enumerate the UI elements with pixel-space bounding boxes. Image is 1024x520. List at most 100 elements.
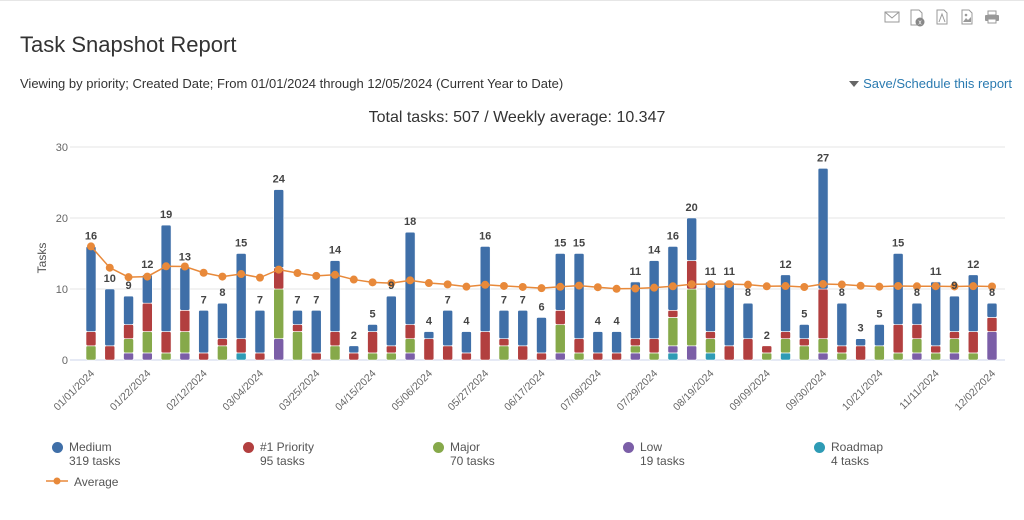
bar-segment-major <box>705 338 716 354</box>
bar-segment-major <box>217 345 228 361</box>
bar-segment-low <box>686 345 697 361</box>
excel-icon[interactable]: x <box>909 9 925 27</box>
bar-segment--1-priority <box>836 345 848 354</box>
legend-swatch <box>814 442 825 453</box>
bar-segment-medium <box>836 302 848 347</box>
bar-segment-roadmap <box>667 352 679 361</box>
legend-medium[interactable]: Medium 319 tasks <box>52 440 120 468</box>
stacked-bar-chart: Total tasks: 507 / Weekly average: 10.34… <box>35 109 1005 414</box>
top-divider <box>0 0 1024 1</box>
x-tick-label: 03/25/2024 <box>277 368 323 414</box>
average-point <box>406 276 415 285</box>
bar-segment--1-priority <box>761 345 773 354</box>
legend-average[interactable]: Average <box>46 475 118 489</box>
bar-total-label: 16 <box>667 230 679 242</box>
legend-count: 319 tasks <box>69 454 121 468</box>
bar-total-label: 8 <box>219 287 225 299</box>
bar-segment-major <box>817 338 829 354</box>
legend-priority[interactable]: #1 Priority 95 tasks <box>243 440 314 468</box>
average-point <box>312 271 321 280</box>
image-icon[interactable] <box>959 9 975 25</box>
legend-swatch <box>243 442 254 453</box>
filter-icon <box>849 80 860 87</box>
bar-segment-roadmap <box>235 352 247 361</box>
bar-segment--1-priority <box>160 331 172 354</box>
bar-total-label: 15 <box>235 238 247 250</box>
bar-segment-major <box>667 317 679 347</box>
legend-label: Low <box>640 440 663 454</box>
bar-segment-medium <box>798 324 810 339</box>
average-point <box>575 281 584 290</box>
bar-total-label: 4 <box>595 316 602 328</box>
x-tick-label: 03/04/2024 <box>220 368 266 414</box>
legend-roadmap[interactable]: Roadmap 4 tasks <box>814 440 883 468</box>
bar-segment--1-priority <box>235 338 247 354</box>
bar-segment-low <box>630 352 641 361</box>
bar-segment-major <box>292 331 303 361</box>
print-icon[interactable] <box>984 9 1000 25</box>
bar-segment-major <box>686 288 697 347</box>
bar-total-label: 7 <box>201 294 207 306</box>
x-tick-label: 09/30/2024 <box>784 368 830 414</box>
average-point <box>856 281 865 290</box>
bar-segment-low <box>404 352 416 361</box>
bar-segment-low <box>817 352 829 361</box>
bar-segment-roadmap <box>705 352 716 361</box>
average-point <box>443 280 452 289</box>
bar-segment--1-priority <box>254 352 266 361</box>
bar-segment-medium <box>986 302 998 318</box>
bar-total-label: 15 <box>892 238 904 250</box>
bar-segment-medium <box>479 246 491 332</box>
bar-segment--1-priority <box>442 345 453 361</box>
chart-title: Total tasks: 507 / Weekly average: 10.34… <box>369 109 666 126</box>
bar-total-label: 9 <box>951 280 957 292</box>
bar-segment--1-priority <box>705 331 716 340</box>
x-tick-label: 12/02/2024 <box>952 368 998 414</box>
average-point <box>931 282 940 291</box>
average-point <box>218 272 227 281</box>
bar-segment-medium <box>235 253 247 339</box>
average-point <box>875 282 884 291</box>
bar-segment--1-priority <box>611 352 622 361</box>
bar-segment-low <box>911 352 923 361</box>
save-schedule-link[interactable]: Save/Schedule this report <box>849 76 1012 91</box>
bar-total-label: 12 <box>141 259 153 271</box>
bar-segment-major <box>404 338 416 354</box>
average-point <box>162 262 171 271</box>
bar-segment-medium <box>611 331 622 354</box>
mail-icon[interactable] <box>884 9 900 25</box>
bar-total-label: 12 <box>779 259 791 271</box>
bar-total-label: 8 <box>914 287 920 299</box>
bar-total-label: 15 <box>554 238 566 250</box>
bar-segment-medium <box>855 338 866 347</box>
bar-total-label: 27 <box>817 152 829 164</box>
bar-total-label: 15 <box>573 238 585 250</box>
bar-segment-medium <box>517 310 529 347</box>
bar-total-label: 7 <box>257 294 263 306</box>
average-point <box>668 282 677 291</box>
bar-segment-major <box>573 352 585 361</box>
report-filter-summary: Viewing by priority; Created Date; From … <box>20 76 564 91</box>
bar-segment-roadmap <box>780 352 791 361</box>
pdf-icon[interactable] <box>934 9 950 25</box>
bar-segment-medium <box>85 246 97 332</box>
x-tick-label: 10/21/2024 <box>840 368 886 414</box>
legend-major[interactable]: Major 70 tasks <box>433 440 495 468</box>
average-point <box>499 281 508 290</box>
legend-low[interactable]: Low 19 tasks <box>623 440 685 468</box>
bar-segment-major <box>123 338 134 354</box>
average-point <box>706 280 715 289</box>
bar-segment-major <box>911 338 923 354</box>
svg-text:x: x <box>918 20 922 27</box>
bar-segment--1-priority <box>104 345 116 361</box>
bar-total-label: 8 <box>839 287 845 299</box>
average-point <box>387 279 396 288</box>
bar-segment-medium <box>386 295 397 347</box>
bar-total-label: 20 <box>686 202 698 214</box>
bar-segment-major <box>761 352 773 361</box>
bar-segment-medium <box>667 246 679 311</box>
bar-segment-medium <box>742 302 754 339</box>
x-tick-label: 02/12/2024 <box>164 368 210 414</box>
bar-segment-major <box>160 352 172 361</box>
legend-swatch <box>623 442 634 453</box>
